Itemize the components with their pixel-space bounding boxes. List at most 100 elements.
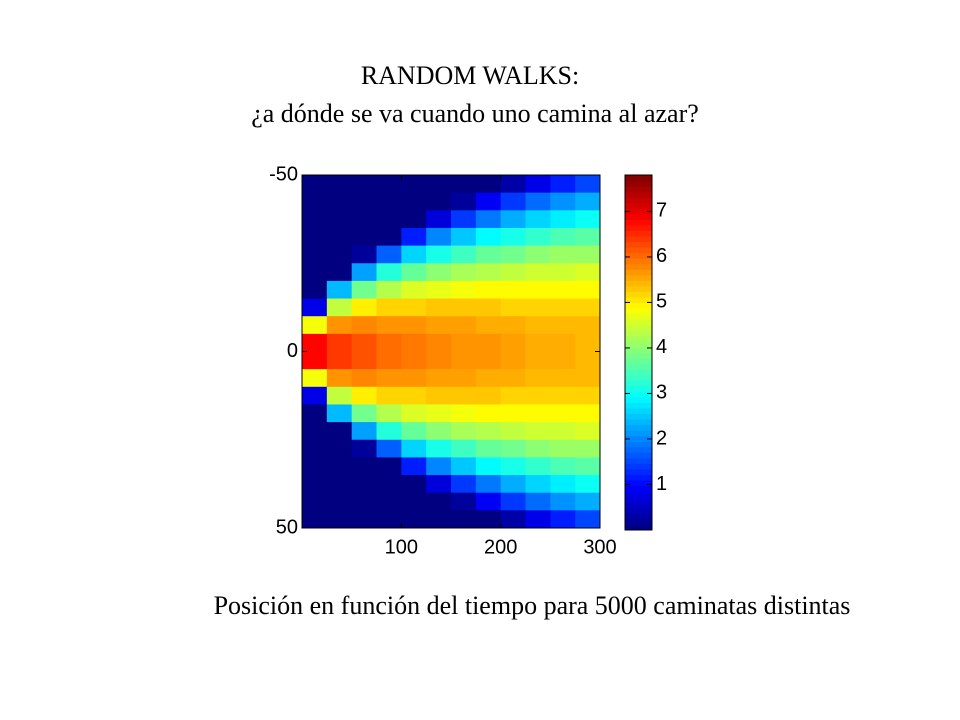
cell bbox=[451, 263, 477, 282]
cell bbox=[401, 475, 427, 494]
cell bbox=[376, 475, 402, 494]
cell bbox=[351, 333, 377, 352]
cell bbox=[500, 227, 526, 247]
cell bbox=[475, 439, 502, 458]
cell bbox=[326, 475, 353, 494]
cell bbox=[500, 245, 526, 264]
cell bbox=[475, 457, 502, 476]
cell bbox=[326, 227, 353, 247]
cell bbox=[475, 192, 502, 211]
cell bbox=[426, 316, 452, 335]
colorbar-step bbox=[625, 335, 652, 342]
cell bbox=[376, 298, 402, 317]
cell bbox=[500, 280, 526, 300]
cell bbox=[376, 404, 402, 423]
cell bbox=[302, 210, 328, 229]
cell bbox=[525, 175, 551, 194]
colorbar-step bbox=[625, 252, 652, 259]
colorbar-step bbox=[625, 191, 652, 198]
colorbar-tick-label: 7 bbox=[656, 200, 667, 222]
cell bbox=[426, 210, 452, 229]
cell bbox=[376, 263, 402, 282]
y-tick-label: 0 bbox=[287, 340, 298, 362]
cell bbox=[550, 475, 576, 494]
colorbar-step bbox=[625, 441, 652, 448]
colorbar-step bbox=[625, 180, 652, 187]
cell bbox=[500, 263, 526, 282]
cell bbox=[326, 404, 353, 423]
cell bbox=[525, 298, 551, 317]
cell bbox=[525, 192, 551, 211]
cell bbox=[376, 245, 402, 264]
cell bbox=[326, 510, 353, 529]
colorbar-step bbox=[625, 385, 652, 392]
colorbar-step bbox=[625, 230, 652, 237]
colorbar-step bbox=[625, 446, 652, 453]
cell bbox=[500, 404, 526, 423]
cell bbox=[351, 492, 377, 511]
cell bbox=[475, 333, 502, 352]
colorbar-step bbox=[625, 197, 652, 204]
cell bbox=[475, 386, 502, 405]
cell bbox=[475, 245, 502, 264]
cell bbox=[426, 510, 452, 529]
cell bbox=[376, 510, 402, 529]
cell bbox=[575, 245, 601, 264]
cell bbox=[302, 227, 328, 247]
colorbar-step bbox=[625, 474, 652, 481]
cell bbox=[302, 351, 328, 370]
cell bbox=[401, 263, 427, 282]
cell bbox=[326, 298, 353, 317]
cell bbox=[376, 351, 402, 370]
colorbar-step bbox=[625, 496, 652, 503]
cell bbox=[550, 422, 576, 441]
colorbar-step bbox=[625, 502, 652, 509]
cell bbox=[451, 333, 477, 352]
cell bbox=[500, 492, 526, 511]
y-tick-label: -50 bbox=[269, 163, 298, 185]
cell bbox=[525, 280, 551, 300]
cell bbox=[451, 439, 477, 458]
colorbar: 1 2 3 4 5 6 7 bbox=[624, 174, 667, 531]
colorbar-step bbox=[625, 241, 652, 248]
cell bbox=[302, 475, 328, 494]
cell bbox=[451, 245, 477, 264]
colorbar-step bbox=[625, 274, 652, 281]
cell bbox=[401, 492, 427, 511]
colorbar-tick-label: 2 bbox=[656, 427, 667, 449]
cell bbox=[326, 263, 353, 282]
cell bbox=[451, 510, 477, 529]
cell bbox=[550, 316, 576, 335]
cell bbox=[451, 210, 477, 229]
cell bbox=[326, 439, 353, 458]
cell bbox=[351, 210, 377, 229]
cell bbox=[426, 404, 452, 423]
cell bbox=[525, 475, 551, 494]
cell bbox=[475, 351, 502, 370]
cell bbox=[475, 298, 502, 317]
cell bbox=[351, 245, 377, 264]
cell bbox=[575, 386, 601, 405]
colorbar-step bbox=[625, 463, 652, 470]
colorbar-step bbox=[625, 208, 652, 215]
cell bbox=[302, 492, 328, 511]
colorbar-step bbox=[625, 247, 652, 254]
cell bbox=[376, 175, 402, 194]
cell bbox=[550, 192, 576, 211]
cell bbox=[500, 192, 526, 211]
colorbar-step bbox=[625, 263, 652, 270]
cell bbox=[401, 404, 427, 423]
cell bbox=[525, 386, 551, 405]
cell bbox=[401, 386, 427, 405]
cell bbox=[351, 369, 377, 388]
cell bbox=[326, 386, 353, 405]
cell bbox=[550, 245, 576, 264]
cell bbox=[326, 351, 353, 370]
cell bbox=[575, 510, 601, 529]
cell bbox=[351, 439, 377, 458]
cell bbox=[475, 227, 502, 247]
cell bbox=[326, 175, 353, 194]
cell bbox=[376, 422, 402, 441]
cell bbox=[575, 175, 601, 194]
colorbar-tick-label: 3 bbox=[656, 382, 667, 404]
